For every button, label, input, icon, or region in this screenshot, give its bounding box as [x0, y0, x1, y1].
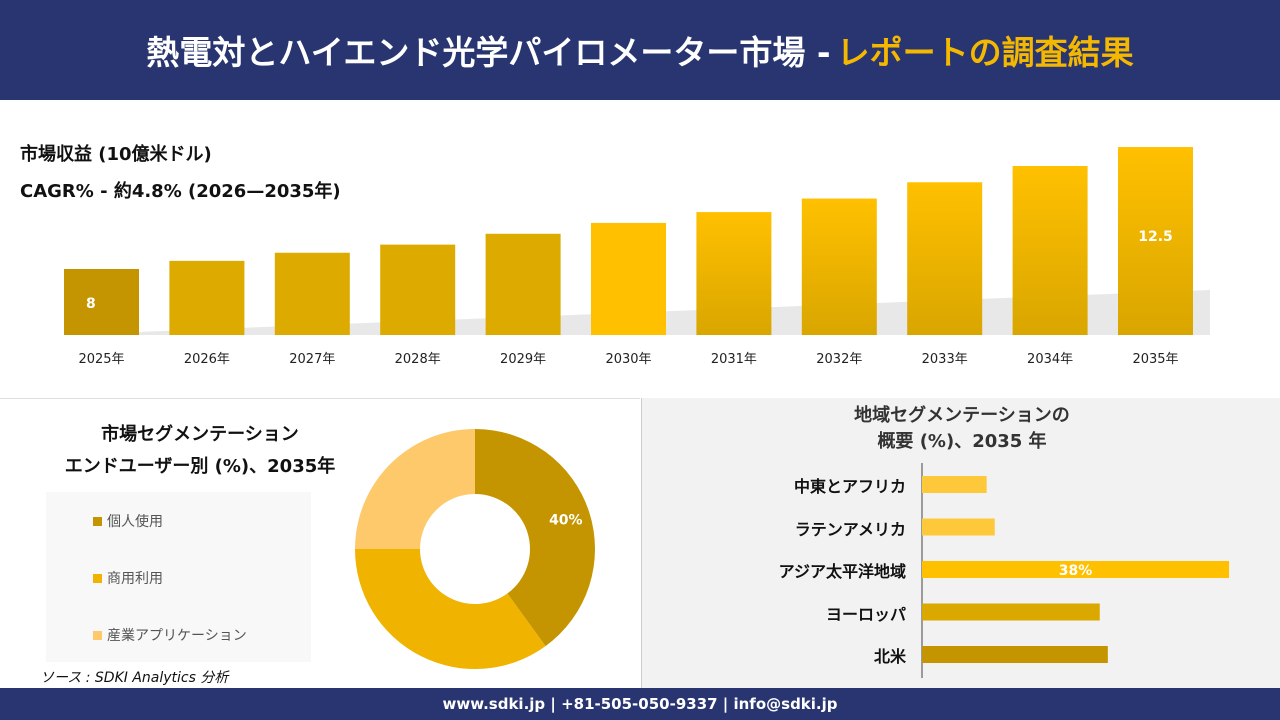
data-label: 38%: [1059, 563, 1093, 579]
region-segment-panel: 地域セグメンテーションの 概要 (%)、2035 年 38% 中東とアフリカ ラテン…: [641, 398, 1280, 688]
x-tick-label: 2032年: [816, 352, 862, 367]
region-label: アジア太平洋地域: [778, 562, 906, 581]
data-label: 8: [86, 296, 96, 312]
bar-2033年: [907, 182, 983, 335]
region-bar: [922, 603, 1100, 621]
bar-2029年: [485, 233, 561, 335]
donut-legend: [46, 492, 311, 662]
legend-item: 商用利用: [93, 568, 163, 588]
region-title: 地域セグメンテーションの 概要 (%)、2035 年: [854, 405, 1070, 452]
bar-2031年: [696, 212, 772, 335]
bar-2034年: [1012, 166, 1088, 335]
x-tick-label: 2025年: [78, 352, 124, 367]
revenue-bar-chart: 2025年 8 2026年 2027年 2028年 2029年 2030年 2031年 2032…: [60, 147, 1210, 367]
bar-2028年: [380, 244, 456, 335]
x-tick-label: 2026年: [184, 352, 230, 367]
bar-2030年: [591, 222, 666, 335]
bar-2035年: [1118, 147, 1193, 335]
legend-label: 個人使用: [107, 514, 163, 530]
legend-item: 産業アプリケーション: [93, 625, 247, 645]
x-tick-label: 2028年: [395, 352, 441, 367]
region-label: 中東とアフリカ: [793, 477, 906, 496]
data-label: 40%: [549, 512, 583, 528]
end-user-donut-chart: 40%: [355, 429, 595, 669]
legend-swatch: [93, 573, 102, 583]
region-bar: [922, 646, 1108, 663]
legend-swatch: [93, 630, 102, 640]
x-tick-label: 2035年: [1132, 352, 1178, 367]
segment-title: 市場セグメンテーション エンドユーザー別 (%)、2035年: [64, 424, 336, 477]
bar-2026年: [169, 260, 245, 335]
legend-item: 個人使用: [93, 511, 163, 531]
region-bar: [922, 561, 1230, 578]
x-tick-label: 2029年: [500, 352, 546, 367]
region-bar: [922, 476, 987, 493]
legend-label: 産業アプリケーション: [107, 628, 247, 644]
legend-label: 商用利用: [107, 571, 163, 587]
data-label: 12.5: [1138, 229, 1173, 245]
donut-slice-2: [355, 429, 475, 549]
donut-slice-0: [475, 429, 595, 647]
region-label: ヨーロッパ: [825, 604, 906, 624]
x-tick-label: 2033年: [922, 352, 968, 367]
title-main: 熱電対とハイエンド光学パイロメーター市場 -: [146, 33, 831, 72]
region-bar: [922, 518, 995, 536]
revenue-label: 市場収益 (10億米ドル): [20, 144, 212, 165]
end-user-segment-panel: 市場セグメンテーション エンドユーザー別 (%)、2035年 個人使用商用利用産業…: [0, 398, 640, 688]
region-bar-chart: 38%: [921, 463, 1230, 678]
x-tick-label: 2027年: [289, 352, 335, 367]
title-accent: レポートの調査結果: [836, 33, 1134, 72]
bar-2032年: [801, 198, 877, 335]
region-label: ラテンアメリカ: [794, 519, 906, 539]
legend-swatch: [93, 516, 102, 526]
donut-slice-1: [355, 549, 546, 669]
source-note: ソース : SDKI Analytics 分析: [40, 670, 229, 686]
x-tick-label: 2034年: [1027, 352, 1073, 367]
page-title: 熱電対とハイエンド光学パイロメーター市場 - レポートの調査結果: [0, 0, 1280, 100]
footer-contact: www.sdki.jp | +81-505-050-9337 | info@sd…: [0, 688, 1280, 720]
x-tick-label: 2031年: [711, 352, 757, 367]
region-label: 北米: [873, 647, 906, 666]
bar-2027年: [274, 252, 350, 335]
bar-2025年: [64, 269, 139, 335]
cagr-label: CAGR% - 約4.8% (2026—2035年): [20, 181, 341, 202]
x-tick-label: 2030年: [605, 352, 651, 367]
